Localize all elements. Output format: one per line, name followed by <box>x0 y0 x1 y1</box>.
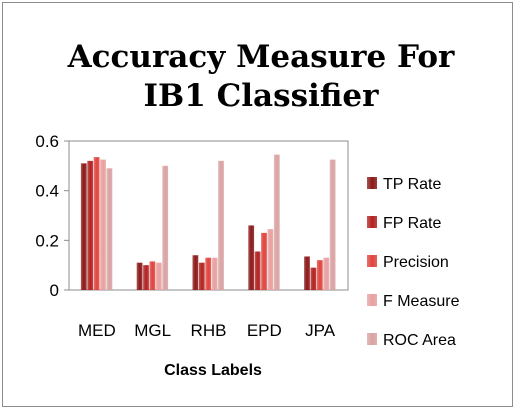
chart-title: Accuracy Measure For IB1 Classifier <box>67 39 455 114</box>
legend-label: FP Rate <box>383 215 442 232</box>
y-tick-label: 0.6 <box>35 132 59 151</box>
x-tick-label: MGL <box>134 321 171 340</box>
legend-swatch <box>367 216 377 228</box>
bar-f-measure-med <box>100 159 106 290</box>
legend-label: F Measure <box>383 293 460 310</box>
bar-roc-area-med <box>106 168 113 290</box>
bar-roc-area-rhb <box>218 160 224 290</box>
x-tick-label: JPA <box>305 321 336 340</box>
bar-fp-rate-jpa <box>310 267 317 290</box>
chart-svg: Accuracy Measure For IB1 Classifier 0 0.2… <box>35 39 460 379</box>
bar-precision-epd <box>261 232 267 290</box>
bar-precision-mgl <box>149 261 156 290</box>
legend-label: ROC Area <box>383 332 456 349</box>
y-tick-label: 0.2 <box>35 231 59 250</box>
bar-fp-rate-med <box>87 160 94 290</box>
x-tick-label: MED <box>78 321 116 340</box>
x-axis-label: Class Labels <box>164 362 262 379</box>
chart-frame: Accuracy Measure For IB1 Classifier 0 0.2… <box>2 2 513 407</box>
legend-swatch <box>367 294 377 306</box>
x-tick-label: RHB <box>191 321 227 340</box>
legend-swatch <box>367 255 377 267</box>
bar-precision-rhb <box>205 257 212 290</box>
bar-tp-rate-med <box>80 163 87 290</box>
y-tick-label: 0 <box>50 281 59 300</box>
plot-area: 0 0.2 0.4 0.6 MED MGL RHB EPD JPA <box>35 132 349 340</box>
legend-swatch <box>367 333 377 345</box>
chart-title-line-2: IB1 Classifier <box>144 78 380 114</box>
bar-fp-rate-rhb <box>198 262 205 290</box>
bar-f-measure-rhb <box>211 257 218 290</box>
bar-roc-area-epd <box>273 154 280 290</box>
bar-tp-rate-rhb <box>192 255 199 290</box>
bar-precision-med <box>93 157 100 290</box>
bar-roc-area-mgl <box>162 165 169 290</box>
legend-label: TP Rate <box>383 176 442 193</box>
bar-f-measure-mgl <box>155 262 162 290</box>
bar-fp-rate-mgl <box>143 265 149 290</box>
legend: TP Rate FP Rate Precision F Measure ROC Area <box>367 176 460 349</box>
bar-tp-rate-epd <box>248 225 255 290</box>
bar-f-measure-epd <box>267 229 274 290</box>
bar-fp-rate-epd <box>254 251 261 290</box>
bar-tp-rate-jpa <box>304 256 310 290</box>
legend-swatch <box>367 177 377 189</box>
y-tick-label: 0.4 <box>35 182 59 201</box>
chart-title-line-1: Accuracy Measure For <box>67 39 455 75</box>
x-tick-label: EPD <box>247 321 282 340</box>
bar-precision-jpa <box>316 260 323 290</box>
legend-label: Precision <box>383 254 449 271</box>
bar-tp-rate-mgl <box>136 262 143 290</box>
bar-f-measure-jpa <box>323 257 330 290</box>
bar-roc-area-jpa <box>329 159 336 290</box>
